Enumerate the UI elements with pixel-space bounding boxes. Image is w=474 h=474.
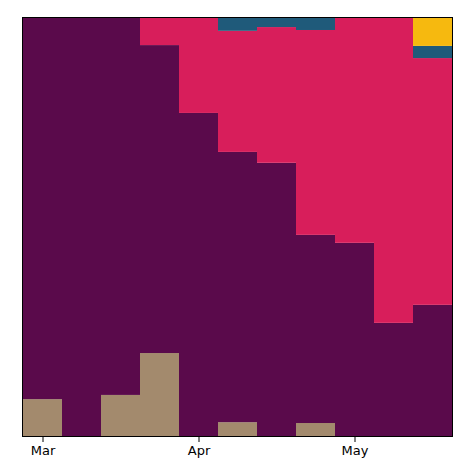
- svg-text:Mar: Mar: [31, 443, 56, 458]
- svg-text:May: May: [342, 443, 369, 458]
- svg-text:Apr: Apr: [188, 443, 211, 458]
